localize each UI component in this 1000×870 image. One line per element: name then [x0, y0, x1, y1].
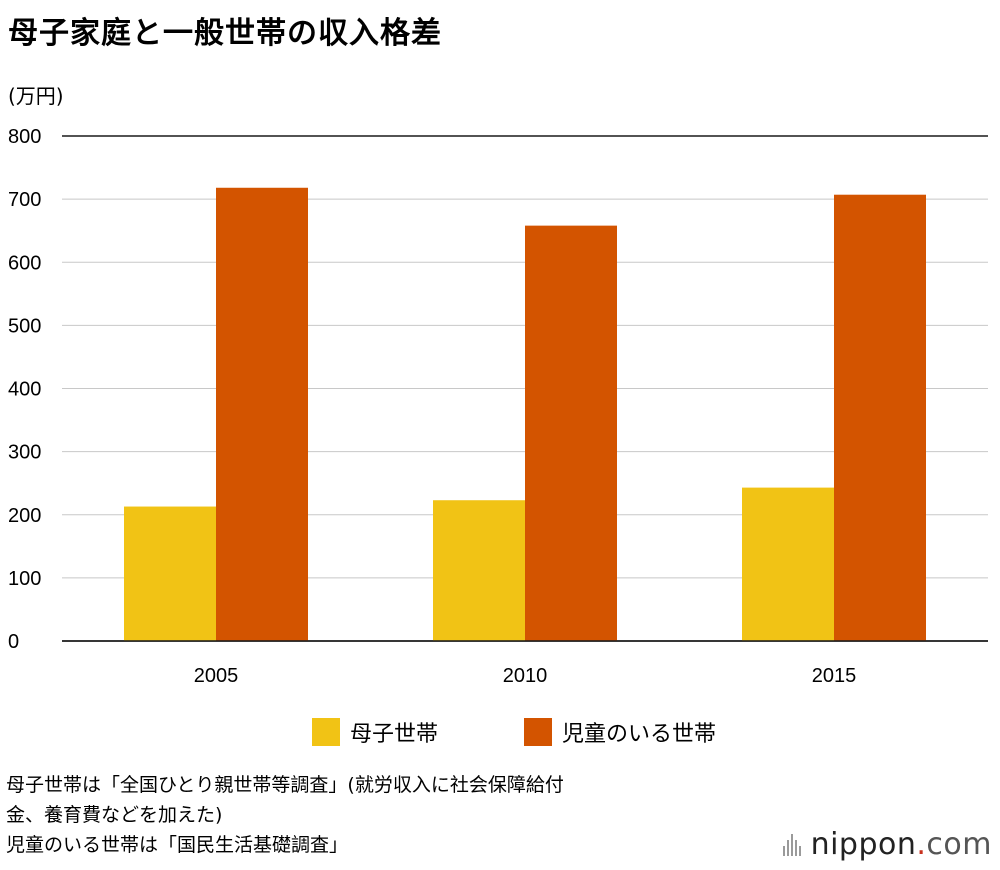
source-line-1: 母子世帯は「全国ひとり親世帯等調査」(就労収入に社会保障給付: [6, 774, 564, 796]
source-note: 母子世帯は「全国ひとり親世帯等調査」(就労収入に社会保障給付 金、養育費などを加…: [6, 770, 766, 860]
source-line-2: 金、養育費などを加えた): [6, 804, 223, 826]
bar-single-mother-2005: [124, 506, 216, 641]
legend-label-households-with-children: 児童のいる世帯: [562, 722, 717, 747]
bar-chart: 0 100 200 300 400 500 600 700 800 2005 2010 2015: [8, 126, 988, 687]
legend-swatch-households-with-children: [524, 718, 552, 746]
logo-tld: com: [926, 826, 992, 862]
y-tick-label-600: 600: [8, 252, 41, 274]
y-tick-label-500: 500: [8, 315, 41, 337]
x-tick-label-2015: 2015: [812, 665, 857, 687]
y-tick-label-800: 800: [8, 126, 41, 148]
logo-dot: .: [916, 826, 927, 862]
y-axis-unit: (万円): [8, 84, 64, 108]
logo-text: nippon.com: [811, 827, 992, 862]
y-tick-label-700: 700: [8, 189, 41, 211]
y-tick-label-200: 200: [8, 505, 41, 527]
source-line-3: 児童のいる世帯は「国民生活基礎調査」: [6, 834, 349, 856]
nippon-logo: nippon.com: [782, 826, 992, 862]
x-tick-label-2005: 2005: [194, 665, 239, 687]
bar-single-mother-2010: [433, 500, 525, 641]
legend-label-single-mother: 母子世帯: [350, 722, 439, 747]
legend: 母子世帯 児童のいる世帯: [0, 714, 1000, 750]
y-tick-label-0: 0: [8, 631, 19, 653]
y-tick-label-100: 100: [8, 568, 41, 590]
logo-mark-icon: [782, 832, 801, 856]
chart-title: 母子家庭と一般世帯の収入格差: [8, 16, 442, 51]
bar-households-with-children-2005: [216, 187, 308, 641]
y-tick-label-300: 300: [8, 442, 41, 464]
bar-single-mother-2015: [742, 487, 834, 641]
legend-item-single-mother: 母子世帯: [312, 714, 438, 750]
legend-swatch-single-mother: [312, 718, 340, 746]
y-tick-label-400: 400: [8, 379, 41, 401]
x-tick-label-2010: 2010: [503, 665, 548, 687]
logo-name: nippon: [810, 826, 917, 862]
bar-households-with-children-2015: [834, 194, 926, 642]
bar-households-with-children-2010: [525, 225, 617, 641]
legend-item-households-with-children: 児童のいる世帯: [524, 714, 716, 750]
